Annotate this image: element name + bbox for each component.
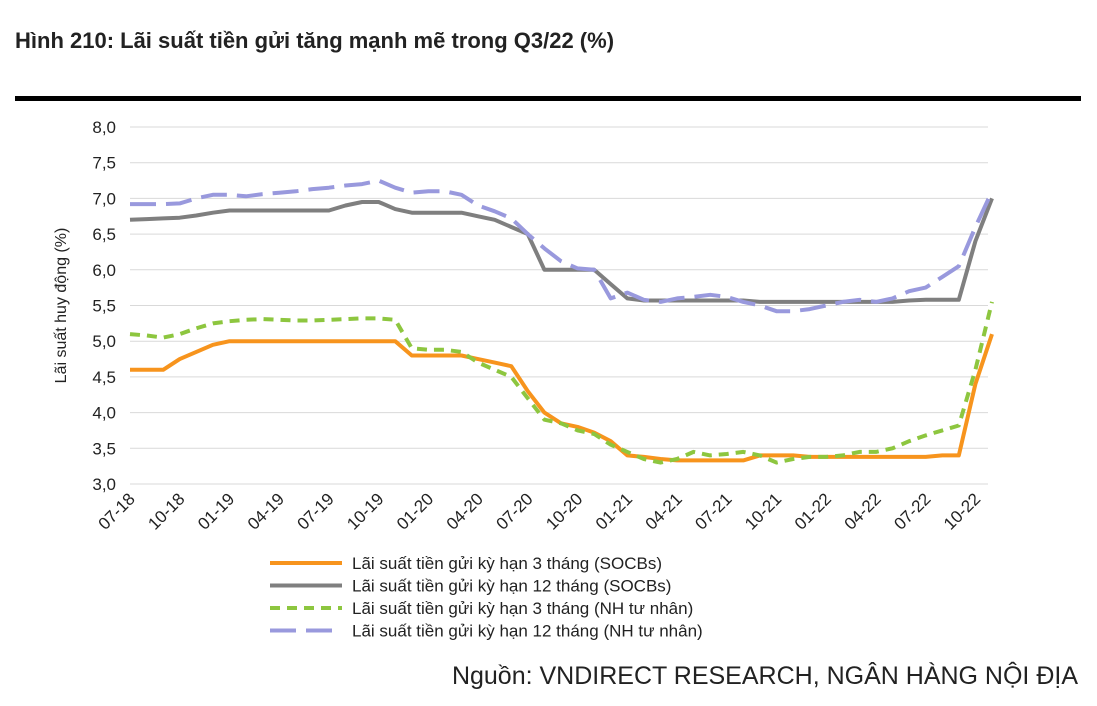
x-tick-label: 07-21 [691,489,735,533]
y-tick-label: 4,5 [92,368,116,387]
x-tick-label: 10-22 [940,489,984,533]
y-tick-label: 7,5 [92,154,116,173]
x-tick-label: 07-20 [492,489,536,533]
title-rule [15,96,1081,101]
y-tick-label: 8,0 [92,118,116,137]
x-tick-label: 04-20 [443,489,487,533]
x-tick-label: 07-22 [890,489,934,533]
x-tick-label: 01-21 [592,489,636,533]
y-tick-label: 6,0 [92,261,116,280]
legend-label: Lãi suất tiền gửi kỳ hạn 3 tháng (SOCBs) [352,554,662,573]
y-tick-label: 5,0 [92,332,116,351]
series-line [129,197,994,304]
legend-label: Lãi suất tiền gửi kỳ hạn 12 tháng (NH tư… [352,622,703,641]
y-tick-label: 6,5 [92,225,116,244]
x-tick-label: 10-20 [542,489,586,533]
source: Nguồn: VNDIRECT RESEARCH, NGÂN HÀNG NỘI … [452,661,1078,690]
series-line [130,333,994,463]
x-tick-label: 04-21 [642,489,686,533]
legend-label: Lãi suất tiền gửi kỳ hạn 12 tháng (SOCBs… [352,577,671,596]
x-tick-label: 04-22 [841,489,885,533]
x-tick-label: 10-18 [144,489,188,533]
series-line [129,301,994,465]
legend-label: Lãi suất tiền gửi kỳ hạn 3 tháng (NH tư … [352,599,693,618]
y-axis-label: Lãi suất huy động (%) [53,228,70,384]
x-tick-label: 01-19 [194,489,238,533]
x-tick-label: 07-19 [294,489,338,533]
chart-title: Hình 210: Lãi suất tiền gửi tăng mạnh mẽ… [15,28,614,53]
y-tick-label: 4,0 [92,404,116,423]
y-tick-label: 3,5 [92,439,116,458]
x-tick-label: 01-22 [791,489,835,533]
series-line [130,178,994,314]
y-tick-label: 7,0 [92,189,116,208]
x-tick-label: 04-19 [244,489,288,533]
y-tick-label: 3,0 [92,475,116,494]
y-tick-label: 5,5 [92,297,116,316]
x-tick-label: 10-21 [741,489,785,533]
x-tick-label: 01-20 [393,489,437,533]
x-tick-label: 10-19 [343,489,387,533]
x-tick-label: 07-18 [95,489,139,533]
